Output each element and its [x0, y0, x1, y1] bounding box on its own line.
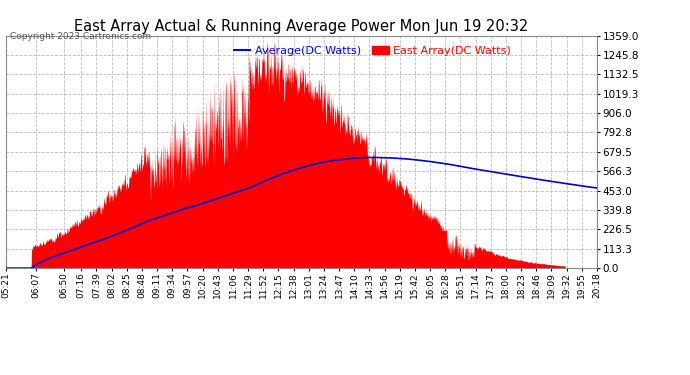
Text: Copyright 2023 Cartronics.com: Copyright 2023 Cartronics.com — [10, 32, 152, 41]
Title: East Array Actual & Running Average Power Mon Jun 19 20:32: East Array Actual & Running Average Powe… — [74, 20, 529, 34]
Legend: Average(DC Watts), East Array(DC Watts): Average(DC Watts), East Array(DC Watts) — [229, 41, 515, 60]
